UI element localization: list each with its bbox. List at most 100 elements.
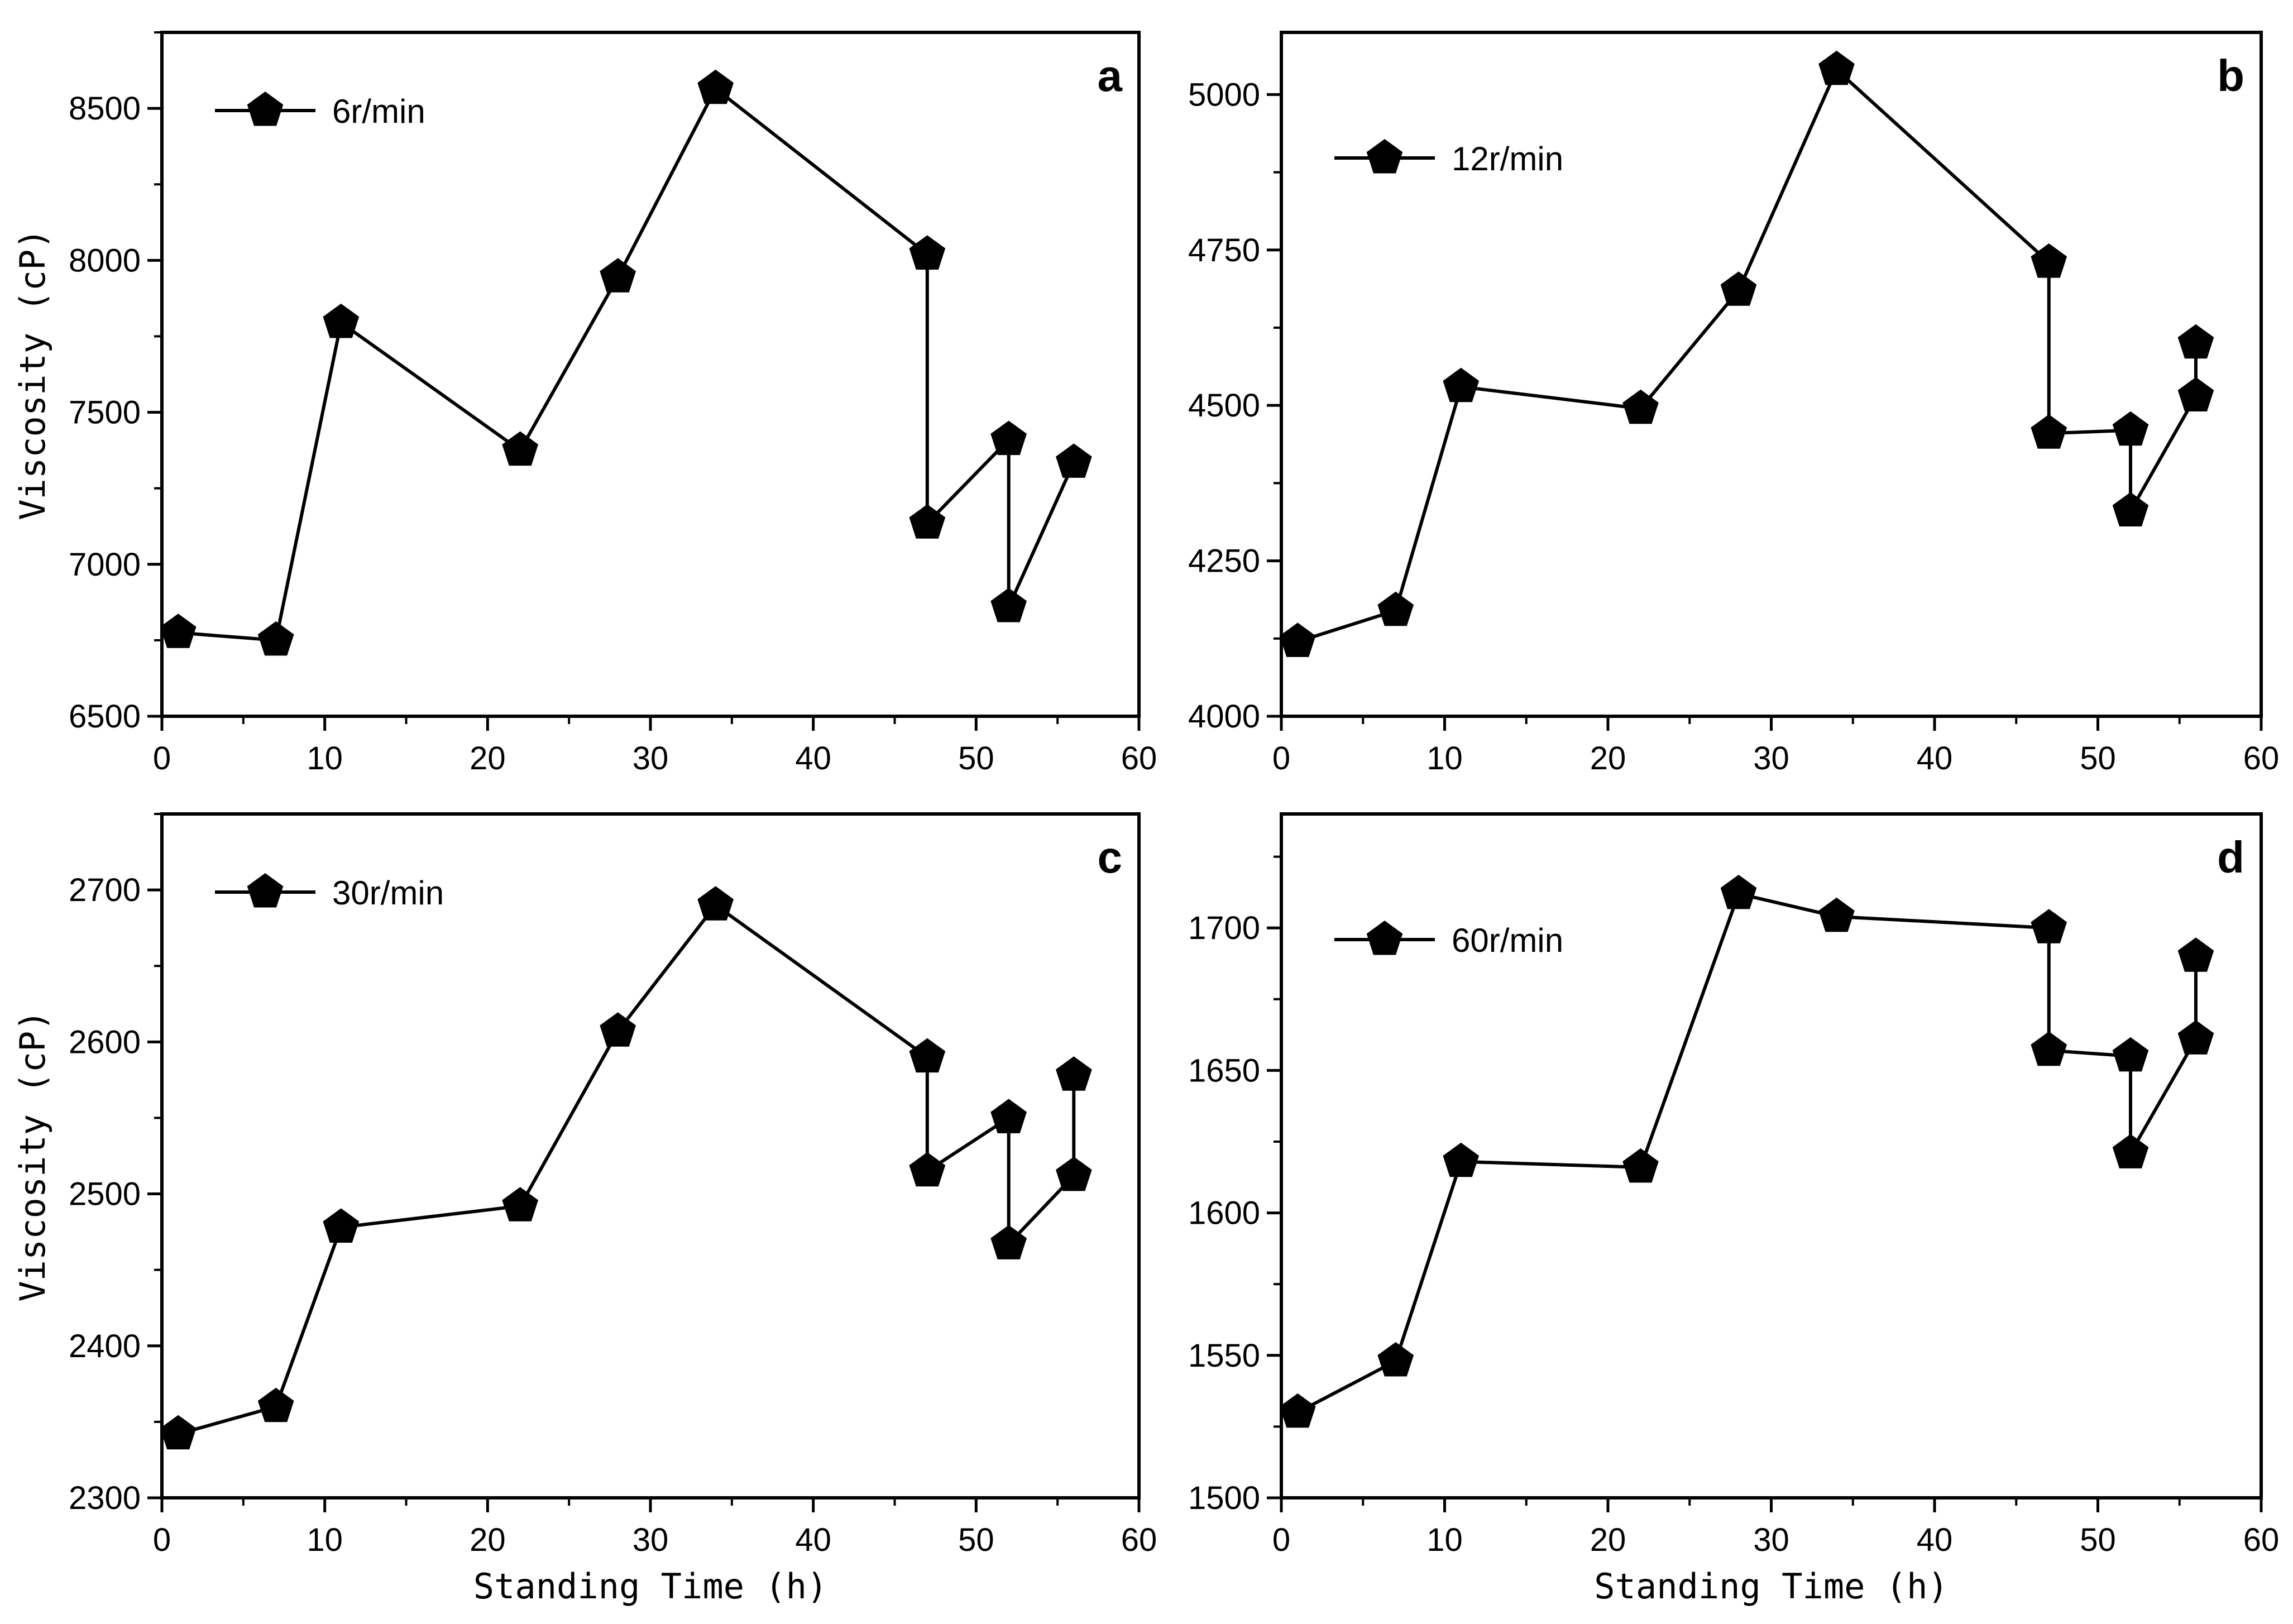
- x-tick-label: 60: [1121, 740, 1157, 777]
- data-point: [502, 1187, 538, 1221]
- data-point: [2031, 909, 2067, 943]
- data-point: [1056, 1156, 1092, 1191]
- y-tick-label: 8000: [69, 242, 141, 279]
- x-tick-label: 0: [1272, 1522, 1290, 1558]
- data-point: [160, 1415, 197, 1450]
- y-tick-label: 7500: [69, 395, 141, 431]
- data-point: [257, 621, 294, 656]
- y-tick-label: 5000: [1188, 76, 1260, 113]
- x-tick-label: 30: [633, 1522, 669, 1558]
- y-tick-label: 4500: [1188, 387, 1260, 424]
- x-tick-label: 50: [2080, 740, 2116, 777]
- data-point: [2177, 324, 2214, 359]
- data-point: [323, 303, 360, 338]
- data-point: [909, 504, 946, 539]
- y-axis-title: Viscosity (cP): [12, 1010, 53, 1302]
- series-line: [1297, 68, 2198, 644]
- data-point: [990, 588, 1027, 622]
- data-point: [2112, 1037, 2149, 1072]
- x-tick-label: 60: [2243, 740, 2280, 777]
- x-tick-label: 40: [795, 1522, 831, 1558]
- plot-frame: [160, 31, 1141, 718]
- data-point: [502, 431, 538, 466]
- data-point: [1818, 897, 1855, 932]
- y-tick-label: 7000: [69, 547, 141, 583]
- data-point: [990, 1225, 1027, 1259]
- x-tick-label: 20: [1590, 740, 1626, 777]
- data-point: [1377, 591, 1414, 626]
- y-tick-label: 2500: [69, 1176, 141, 1213]
- data-point: [2031, 414, 2067, 449]
- data-point: [2112, 1134, 2149, 1168]
- x-tick-label: 10: [307, 1522, 343, 1558]
- data-point: [1056, 1056, 1092, 1091]
- panel-d: 0 10 20 30 40 50 60 1500 1550 1600 1650 1700 Standin…: [1188, 812, 2280, 1607]
- data-point: [909, 1152, 946, 1187]
- data-point: [160, 614, 197, 648]
- data-point: [1279, 622, 1316, 657]
- data-point: [600, 1012, 636, 1047]
- x-tick-label: 20: [470, 740, 506, 777]
- y-tick-label: 4000: [1188, 698, 1260, 735]
- panel-label: c: [1098, 832, 1123, 882]
- x-tick-label: 20: [470, 1522, 506, 1558]
- data-point: [600, 258, 636, 293]
- x-tick-label: 30: [1753, 1522, 1789, 1558]
- x-tick-label: 10: [307, 740, 343, 777]
- data-point: [2031, 1031, 2067, 1066]
- data-point: [1622, 1148, 1659, 1183]
- y-tick-label: 1700: [1188, 910, 1260, 946]
- y-tick-label: 4250: [1188, 543, 1260, 579]
- data-point: [1720, 874, 1757, 909]
- panel-a: 0 10 20 30 40 50 60 6500 7000 7500 8000 8500 Viscosi…: [12, 31, 1157, 777]
- y-axis-title: Viscosity (cP): [12, 228, 53, 520]
- data-point: [1279, 1393, 1316, 1428]
- data-point: [697, 886, 734, 921]
- x-tick-label: 30: [633, 740, 669, 777]
- data-point: [2177, 937, 2214, 972]
- x-tick-label: 50: [958, 1522, 994, 1558]
- plot-frame: [1280, 31, 2263, 718]
- x-tick-label: 40: [1917, 740, 1953, 777]
- data-point: [257, 1387, 294, 1422]
- legend-label: 30r/min: [332, 874, 444, 912]
- legend-label: 6r/min: [332, 93, 425, 130]
- data-point: [909, 235, 946, 270]
- x-tick-label: 50: [958, 740, 994, 777]
- data-point: [2112, 411, 2149, 446]
- plot-frame: [1280, 812, 2263, 1500]
- x-tick-label: 50: [2080, 1522, 2116, 1558]
- series-line: [1296, 892, 2198, 1414]
- y-tick-label: 1600: [1188, 1195, 1260, 1232]
- y-tick-label: 1550: [1188, 1338, 1260, 1374]
- plot-frame: [160, 812, 1141, 1500]
- x-axis-title: Standing Time (h): [1594, 1566, 1949, 1607]
- legend-marker: [247, 92, 284, 126]
- y-tick-label: 8500: [69, 90, 141, 127]
- panel-label: a: [1098, 51, 1123, 100]
- legend-marker: [1366, 921, 1403, 955]
- data-point: [990, 420, 1027, 456]
- legend-marker: [247, 873, 284, 908]
- x-tick-label: 10: [1426, 740, 1463, 777]
- data-point: [909, 1038, 946, 1073]
- data-point: [2177, 377, 2214, 411]
- legend-label: 60r/min: [1452, 922, 1563, 959]
- data-point: [1056, 443, 1092, 478]
- data-point: [323, 1208, 360, 1243]
- data-point: [1443, 1142, 1480, 1177]
- legend-label: 12r/min: [1452, 140, 1563, 178]
- x-tick-label: 60: [2243, 1522, 2280, 1558]
- series-line: [178, 903, 1076, 1436]
- x-tick-label: 60: [1121, 1522, 1157, 1558]
- x-tick-label: 40: [1917, 1522, 1953, 1558]
- data-point: [1377, 1342, 1414, 1377]
- panel-b: 0 10 20 30 40 50 60 4000 4250 4500 4750 5000 12r/min…: [1188, 31, 2280, 777]
- series-line: [178, 87, 1076, 642]
- y-tick-label: 2700: [69, 872, 141, 908]
- data-point: [1720, 271, 1757, 306]
- x-tick-label: 0: [153, 740, 171, 777]
- data-point: [2031, 243, 2067, 278]
- y-tick-label: 2600: [69, 1024, 141, 1060]
